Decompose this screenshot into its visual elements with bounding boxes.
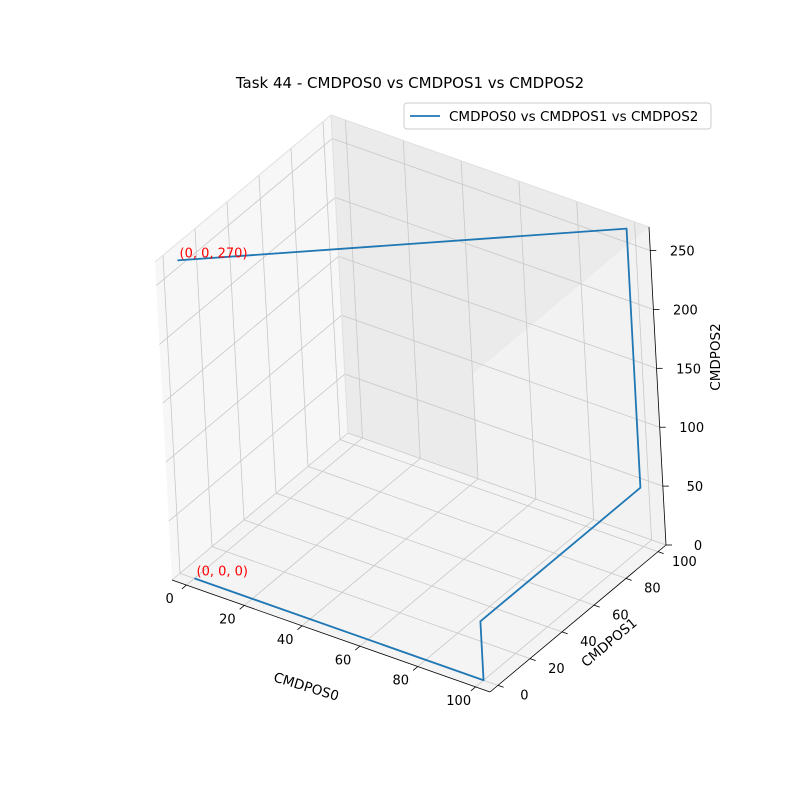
y-tick-mark (657, 551, 664, 555)
x-tick-mark (470, 686, 476, 692)
y-tick-label: 20 (548, 662, 565, 677)
grid-line-x-wall (634, 221, 652, 540)
z-tick-label: 0 (694, 539, 702, 554)
grid-line-x-floor (244, 458, 421, 606)
legend-label: CMDPOS0 vs CMDPOS1 vs CMDPOS2 (449, 109, 698, 125)
grid-line-y-wall (194, 228, 213, 547)
x-tick-label: 100 (446, 694, 471, 709)
x-tick-label: 20 (219, 613, 236, 628)
axis-panes (155, 115, 666, 692)
z-axis-line (648, 226, 667, 546)
grid-line-y-floor (339, 439, 659, 553)
pane-edge (330, 114, 650, 228)
grid-line-x-wall (518, 181, 537, 500)
grid-line-z-back (338, 255, 657, 369)
z-tick-label: 50 (687, 480, 704, 495)
y-tick-label: 40 (580, 635, 597, 650)
y-tick-mark (529, 658, 536, 661)
z-tick-label: 200 (673, 303, 698, 318)
grid-line-y-wall (290, 148, 309, 467)
series-line (177, 227, 642, 682)
x-tick-label: 0 (165, 592, 173, 607)
grid-line-z-back (341, 314, 660, 428)
grid-line-z-left (168, 373, 346, 522)
x-tick-mark (355, 645, 361, 651)
z-axis-label: CMDPOS2 (708, 323, 724, 390)
grid-line-z-left (171, 432, 349, 581)
grid-line-z-back (335, 197, 654, 310)
y-tick-mark (625, 578, 632, 581)
grid-line-z-back (332, 138, 651, 251)
x-tick-label: 40 (277, 633, 294, 648)
grid-line-z-back (344, 373, 663, 487)
x-tick-mark (297, 625, 303, 630)
annotation-label: (0, 0, 0) (197, 564, 249, 579)
grid-line-y-wall (162, 255, 181, 574)
grid-line-x-wall (576, 201, 595, 520)
x-tick-label: 80 (393, 674, 410, 689)
x-tick-label: 60 (335, 653, 352, 668)
legend: CMDPOS0 vs CMDPOS1 vs CMDPOS2 (403, 102, 712, 130)
grid-line-z-left (159, 197, 336, 345)
x-tick-mark (181, 584, 187, 590)
y-tick-label: 60 (612, 608, 629, 623)
grid-line-y-wall (322, 121, 341, 440)
grid-line-x-floor (359, 498, 537, 647)
pane-edge (154, 114, 332, 263)
floor-pane-xy (172, 433, 666, 692)
grid-line-x-floor (186, 437, 363, 586)
grid-line-x-wall (345, 120, 363, 439)
y-tick-label: 80 (644, 582, 661, 597)
x-axis-label: CMDPOS0 (272, 670, 341, 705)
left-pane-yz (155, 115, 348, 580)
z-tick-label: 150 (676, 362, 701, 377)
y-axis-line (489, 544, 667, 693)
grid-line-x-wall (402, 140, 421, 459)
grid-line-y-floor (275, 492, 595, 606)
y-tick-mark (497, 684, 504, 688)
tick-marks (181, 250, 672, 692)
grid-line-y-floor (243, 519, 563, 633)
annotations-layer: (0, 0, 0) (0, 0, 270) (180, 246, 249, 579)
z-tick-label: 250 (670, 245, 695, 260)
grid-line-y-wall (226, 201, 245, 520)
grid-line-z-left (156, 138, 333, 286)
grid-line-y-floor (307, 466, 627, 579)
grid-lines (156, 120, 667, 688)
y-tick-label: 0 (520, 689, 528, 704)
y-tick-label: 100 (672, 555, 697, 570)
grid-line-y-floor (211, 546, 531, 659)
y-tick-mark (593, 604, 600, 608)
pane-edge (330, 114, 349, 434)
x-axis-line (171, 579, 491, 693)
grid-line-z-left (165, 314, 342, 463)
legend-box (403, 102, 712, 130)
grid-line-x-floor (417, 519, 594, 667)
x-tick-mark (239, 605, 245, 610)
x-tick-mark (412, 666, 418, 671)
annotation-label: (0, 0, 270) (180, 246, 248, 261)
series-layer (177, 227, 642, 682)
z-tick-label: 100 (679, 421, 704, 436)
chart-title: Task 44 - CMDPOS0 vs CMDPOS1 vs CMDPOS2 (235, 74, 584, 92)
grid-line-z-left (162, 256, 339, 404)
y-tick-mark (561, 631, 568, 635)
grid-line-x-floor (475, 539, 652, 688)
grid-line-y-wall (258, 175, 277, 494)
grid-line-x-wall (460, 160, 479, 479)
grid-line-z-back (347, 432, 667, 546)
grid-line-x-floor (301, 478, 479, 627)
axis-lines (154, 114, 667, 693)
